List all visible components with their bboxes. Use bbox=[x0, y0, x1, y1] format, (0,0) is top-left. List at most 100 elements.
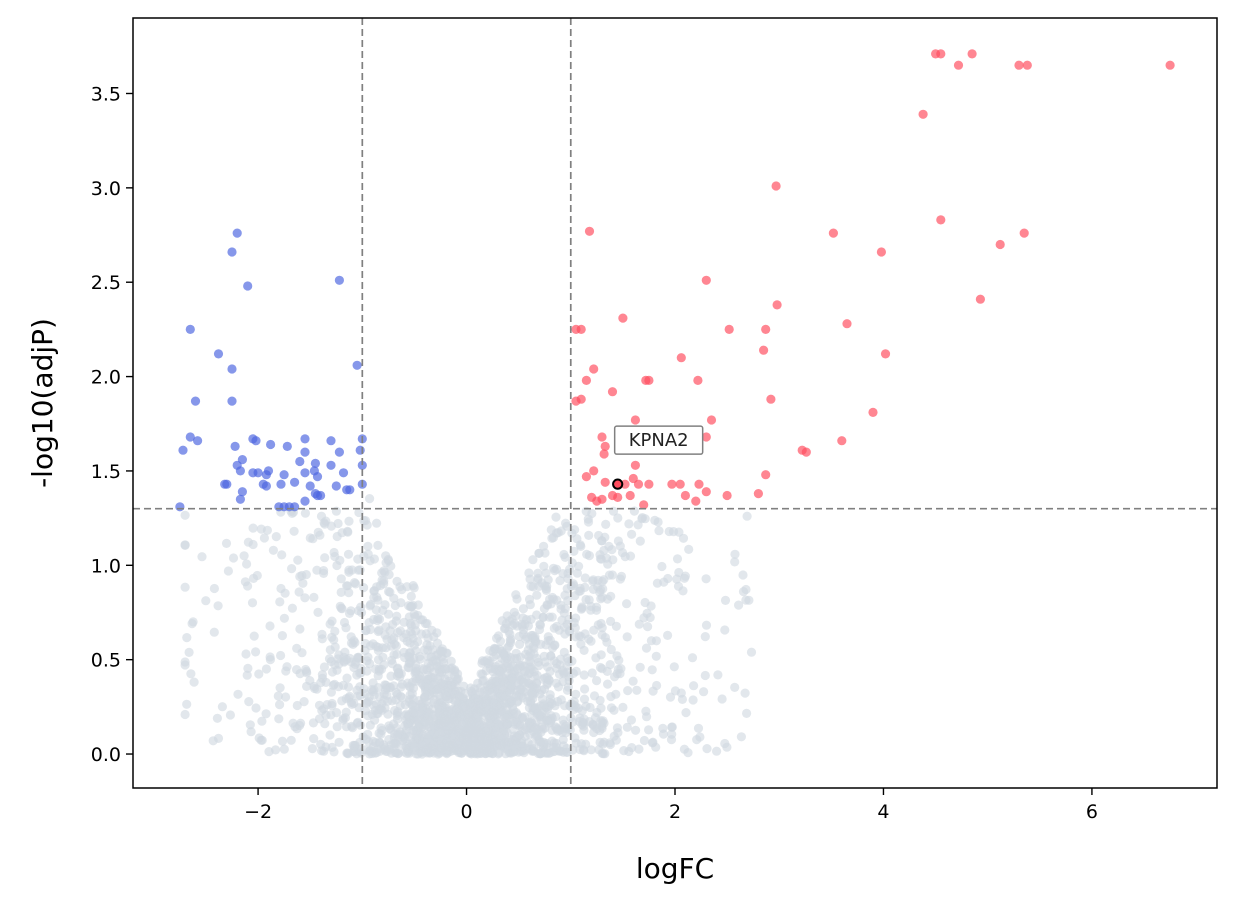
ns-point bbox=[601, 519, 611, 530]
ns-point bbox=[346, 697, 356, 708]
ns-point bbox=[700, 670, 710, 681]
ns-point bbox=[654, 526, 664, 536]
up-point bbox=[722, 490, 732, 501]
ns-point bbox=[700, 632, 710, 642]
ns-point bbox=[380, 685, 391, 695]
ns-point bbox=[541, 584, 551, 594]
ns-point bbox=[500, 655, 510, 666]
down-point bbox=[276, 479, 286, 489]
ns-point bbox=[233, 689, 243, 699]
ns-point bbox=[411, 749, 421, 759]
ns-point bbox=[384, 609, 394, 619]
up-point bbox=[761, 324, 771, 334]
up-point bbox=[599, 449, 609, 459]
ns-point bbox=[391, 641, 401, 651]
ns-point bbox=[458, 700, 468, 711]
y-axis-title: -log10(adjP) bbox=[26, 318, 59, 488]
ns-point bbox=[515, 741, 525, 751]
ns-point bbox=[562, 685, 573, 695]
ns-point bbox=[336, 587, 346, 598]
ns-point bbox=[538, 699, 549, 709]
down-point bbox=[222, 479, 232, 489]
ns-point bbox=[249, 631, 259, 641]
ns-point bbox=[673, 581, 684, 591]
ns-point bbox=[469, 719, 479, 729]
ns-point bbox=[443, 706, 453, 716]
ns-point bbox=[349, 741, 359, 751]
ns-point bbox=[271, 532, 281, 542]
ns-point bbox=[485, 646, 495, 656]
ns-point bbox=[257, 716, 267, 726]
ns-point bbox=[317, 673, 328, 684]
ns-point bbox=[681, 708, 691, 718]
ns-point bbox=[281, 692, 291, 702]
ns-point bbox=[543, 636, 553, 646]
ns-point bbox=[275, 597, 285, 607]
ns-point bbox=[414, 722, 424, 732]
ns-point bbox=[643, 622, 653, 632]
ns-point bbox=[324, 654, 335, 664]
ns-point bbox=[720, 595, 731, 606]
ns-point bbox=[361, 734, 371, 744]
ns-point bbox=[525, 718, 535, 728]
ns-point bbox=[423, 645, 433, 655]
ns-point bbox=[511, 648, 521, 658]
ns-point bbox=[623, 686, 633, 696]
ns-point bbox=[558, 715, 568, 725]
ns-point bbox=[369, 586, 379, 596]
ns-point bbox=[365, 601, 375, 611]
ns-point bbox=[363, 541, 373, 551]
ns-point bbox=[595, 695, 605, 706]
ns-point bbox=[551, 663, 562, 673]
ns-point bbox=[248, 523, 258, 533]
x-tick-label: 2 bbox=[669, 801, 681, 823]
up-point bbox=[880, 349, 891, 359]
down-point bbox=[193, 436, 203, 446]
ns-point bbox=[294, 587, 304, 597]
ns-point bbox=[480, 697, 490, 707]
ns-point bbox=[271, 745, 281, 755]
ns-point bbox=[524, 568, 534, 578]
ns-point bbox=[541, 568, 551, 578]
down-point bbox=[243, 281, 253, 291]
ns-point bbox=[416, 629, 427, 639]
ns-point bbox=[343, 682, 354, 692]
ns-point bbox=[561, 518, 571, 528]
ns-point bbox=[334, 737, 344, 747]
ns-point bbox=[408, 600, 418, 611]
ns-point bbox=[476, 748, 486, 758]
ns-point bbox=[651, 742, 661, 752]
ns-point bbox=[373, 655, 384, 665]
ns-point bbox=[276, 650, 286, 661]
ns-point bbox=[386, 671, 396, 681]
ns-point bbox=[341, 623, 351, 633]
ns-point bbox=[651, 636, 662, 646]
ns-point bbox=[520, 731, 530, 742]
ns-point bbox=[369, 685, 379, 695]
ns-point bbox=[626, 715, 637, 725]
ns-point bbox=[597, 748, 607, 758]
ns-point bbox=[380, 567, 390, 577]
up-point bbox=[701, 275, 711, 285]
ns-point bbox=[520, 666, 530, 676]
ns-point bbox=[241, 649, 251, 659]
ns-point bbox=[592, 602, 602, 612]
ns-point bbox=[384, 586, 394, 597]
up-point bbox=[701, 487, 711, 497]
ns-point bbox=[251, 647, 261, 657]
ns-point bbox=[299, 697, 309, 707]
y-axis-ticks: 0.0 0.5 1.0 1.5 2.0 2.5 3.0 3.5 bbox=[91, 83, 133, 766]
ns-point bbox=[325, 619, 335, 629]
ns-point bbox=[632, 685, 642, 695]
ns-point bbox=[335, 555, 345, 566]
ns-point bbox=[259, 533, 269, 543]
ns-point bbox=[402, 582, 412, 592]
down-point bbox=[316, 490, 326, 501]
ns-point bbox=[392, 611, 402, 621]
ns-point bbox=[542, 716, 552, 726]
ns-point bbox=[445, 720, 455, 731]
x-tick-label: 6 bbox=[1086, 801, 1098, 823]
ns-point bbox=[533, 725, 543, 735]
down-point bbox=[178, 445, 188, 455]
ns-point bbox=[586, 636, 596, 646]
